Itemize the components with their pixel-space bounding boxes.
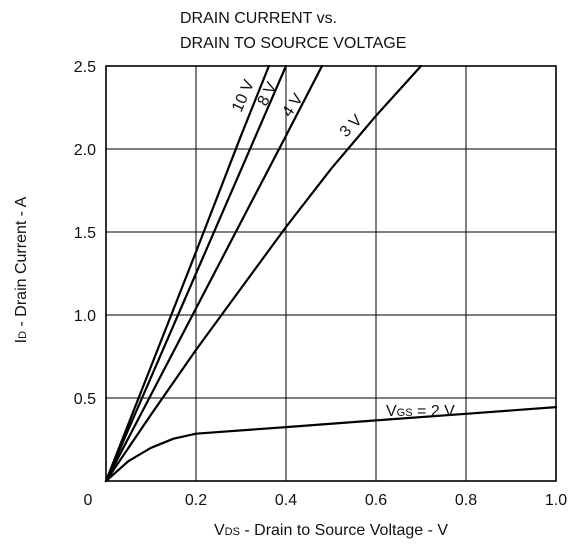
series-curve-1 bbox=[104, 64, 288, 483]
curve-label-2v-prefix: V bbox=[386, 403, 397, 420]
x-tick-label: 0.6 bbox=[365, 492, 387, 509]
x-tick-label: 0.8 bbox=[455, 492, 477, 509]
curve-label-3v: 3 V bbox=[337, 112, 366, 141]
series-curve-3 bbox=[104, 64, 423, 483]
curve-label-2v-subscript: GS bbox=[397, 407, 413, 419]
curve-label-10v: 10 V bbox=[229, 77, 258, 114]
x-tick-labels: 0 0.2 0.4 0.6 0.8 1.0 bbox=[84, 492, 568, 509]
y-tick-labels: 0.5 1.0 1.5 2.0 2.5 bbox=[74, 59, 96, 408]
x-tick-label: 0 bbox=[84, 492, 93, 509]
curve-label-8v: 8 V bbox=[255, 79, 281, 108]
curve-labels: 10 V 8 V 4 V 3 V VGS = 2 V bbox=[229, 77, 455, 420]
x-tick-label: 1.0 bbox=[545, 492, 567, 509]
y-tick-label: 1.0 bbox=[74, 308, 96, 325]
series-curve-2 bbox=[104, 64, 324, 483]
series-curve-0 bbox=[104, 64, 270, 483]
x-axis-label-rest: - Drain to Source Voltage - V bbox=[240, 522, 448, 539]
y-tick-label: 2.5 bbox=[74, 59, 96, 76]
x-axis-label-prefix: V bbox=[214, 522, 225, 539]
plot-frame bbox=[105, 65, 557, 482]
y-axis-label: ID - Drain Current - A bbox=[13, 196, 30, 343]
y-tick-label: 1.5 bbox=[74, 225, 96, 242]
curves bbox=[104, 64, 558, 483]
y-axis-label-prefix: I bbox=[13, 339, 30, 343]
chart-title: DRAIN CURRENT vs. DRAIN TO SOURCE VOLTAG… bbox=[180, 10, 406, 52]
curve-label-2v-rest: = 2 V bbox=[413, 403, 456, 420]
grid-lines bbox=[106, 66, 556, 481]
y-tick-label: 0.5 bbox=[74, 391, 96, 408]
x-tick-label: 0.4 bbox=[275, 492, 297, 509]
y-axis-label-rest: - Drain Current - A bbox=[13, 196, 30, 331]
x-tick-label: 0.2 bbox=[185, 492, 207, 509]
y-tick-label: 2.0 bbox=[74, 142, 96, 159]
y-axis-label-subscript: D bbox=[17, 331, 29, 339]
x-axis-label-subscript: DS bbox=[225, 526, 240, 538]
chart-title-line-2: DRAIN TO SOURCE VOLTAGE bbox=[180, 35, 406, 52]
x-axis-label: VDS - Drain to Source Voltage - V bbox=[214, 522, 448, 539]
series-curve-4 bbox=[104, 406, 558, 483]
curve-label-4v: 4 V bbox=[279, 91, 307, 121]
curve-label-2v: VGS = 2 V bbox=[386, 403, 455, 420]
chart-title-line-1: DRAIN CURRENT vs. bbox=[180, 10, 337, 27]
